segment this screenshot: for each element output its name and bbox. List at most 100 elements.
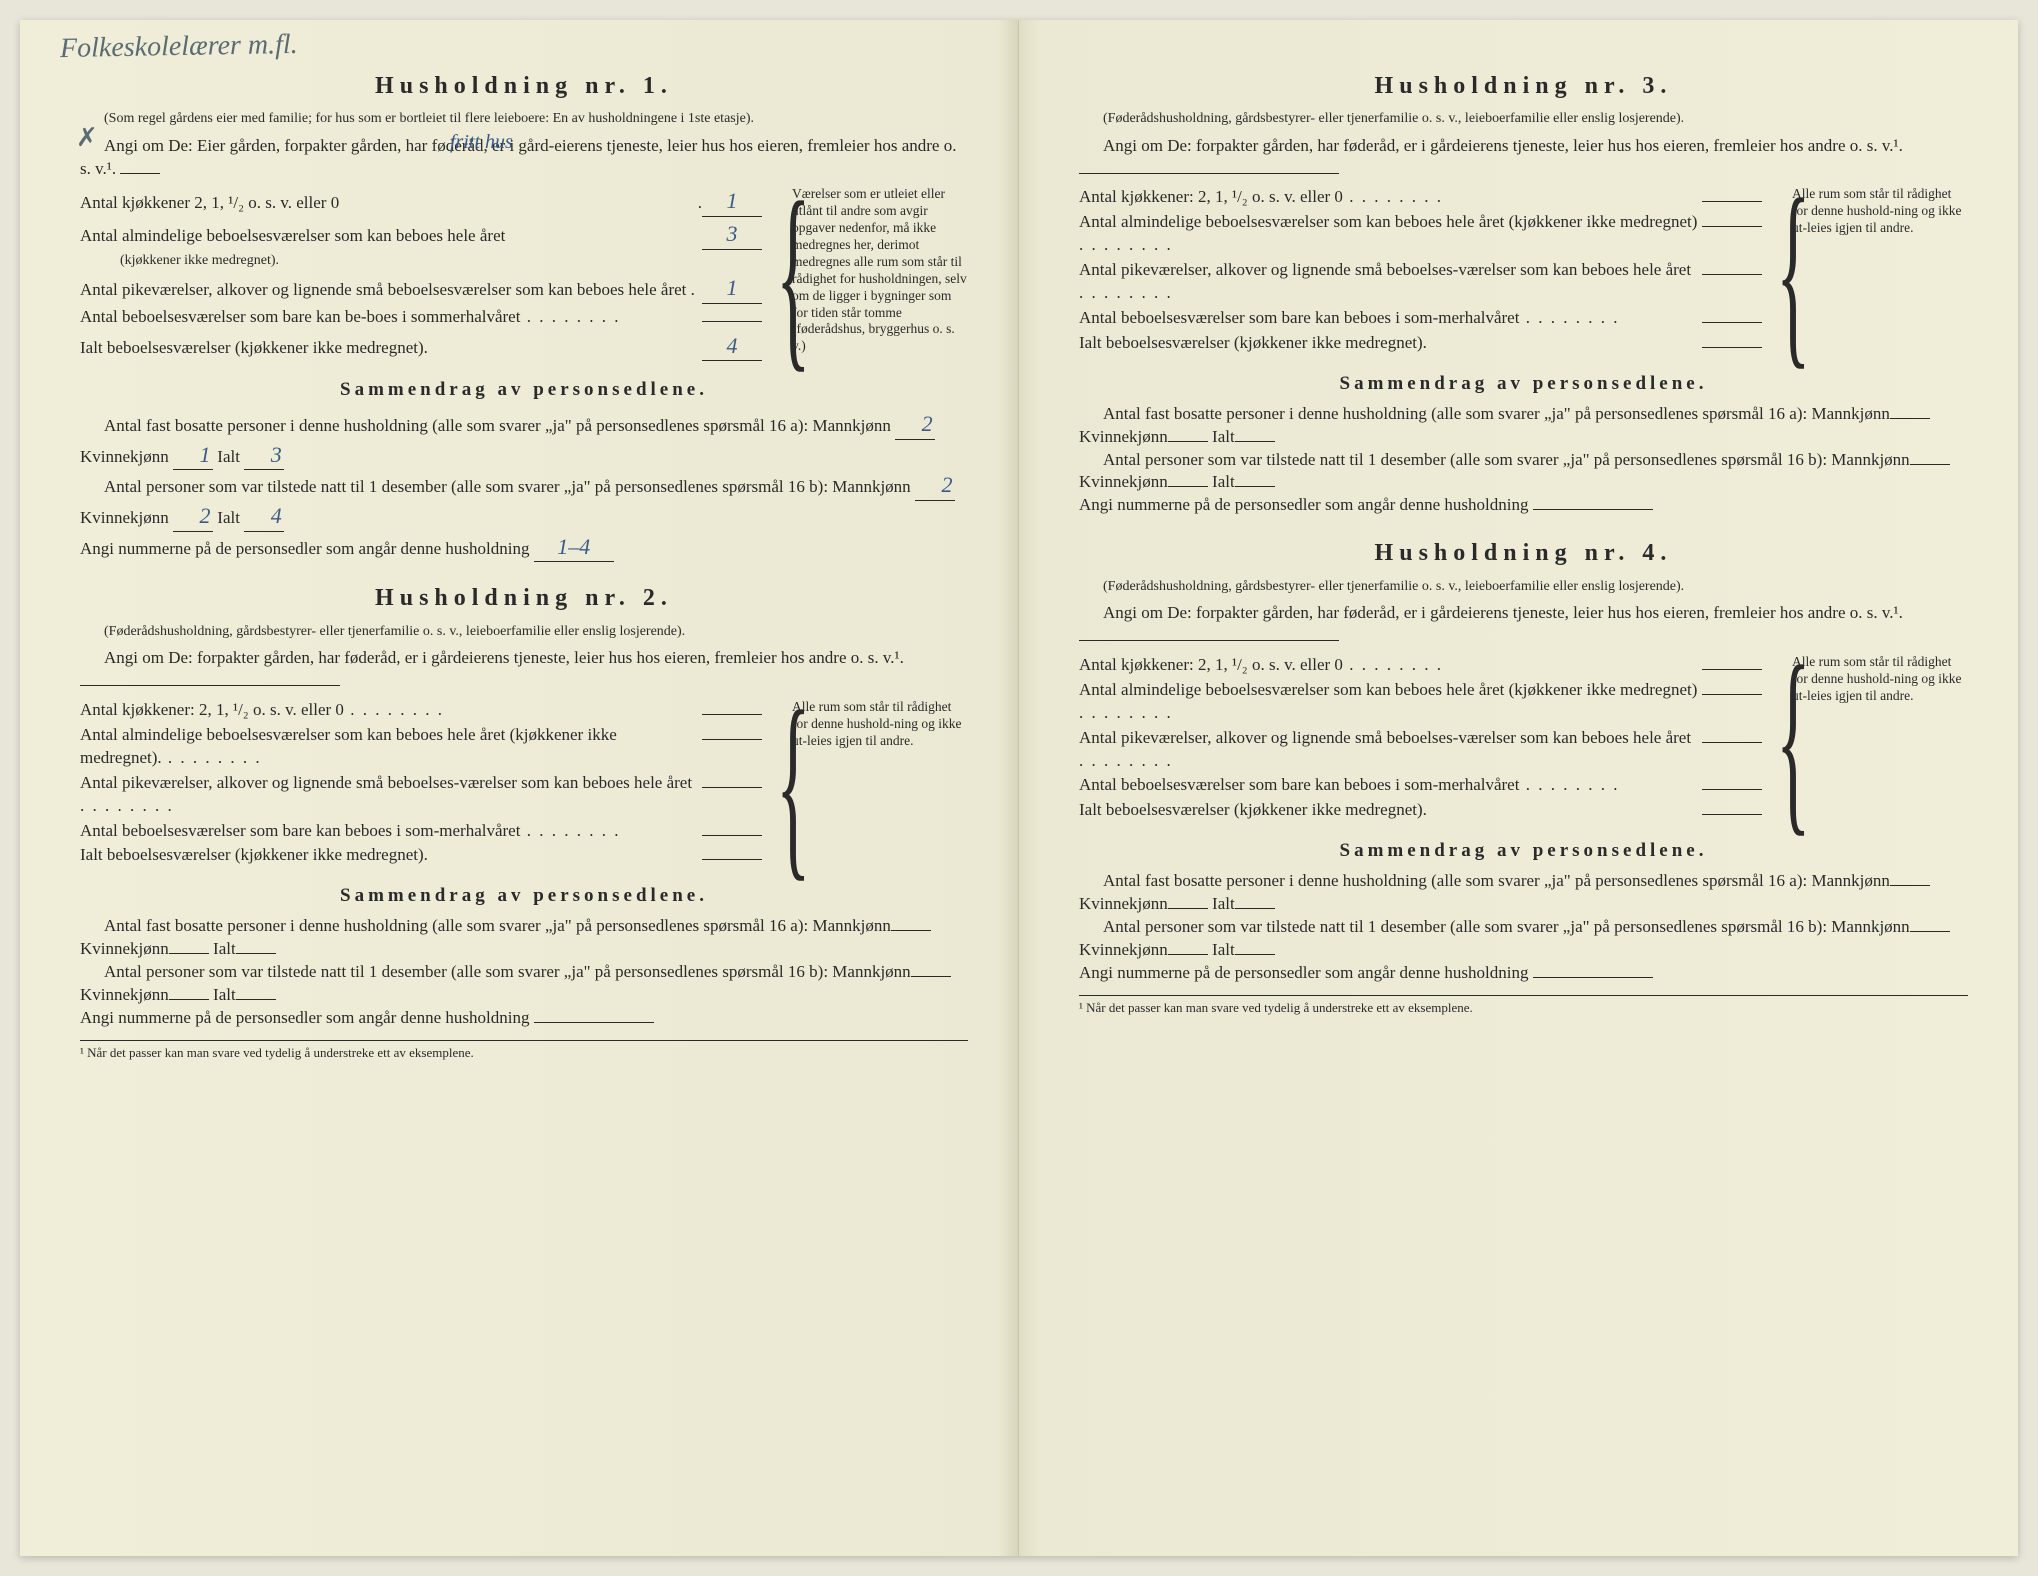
h3-subtitle: (Føderådshusholdning, gårdsbestyrer- ell…: [1079, 110, 1968, 128]
h4-side-note: Alle rum som står til rådighet for denne…: [1778, 654, 1968, 825]
h3-mann-label2: Mannkjønn: [1831, 450, 1909, 469]
h2-kvinne-label2: Kvinnekjønn: [80, 985, 169, 1004]
h4-summer-val: [1702, 789, 1762, 790]
h4-ialt-val2: [1235, 954, 1275, 955]
h3-ialt-label: Ialt: [1212, 427, 1235, 446]
brace-icon: [1776, 654, 1790, 825]
h2-ialt-val: [236, 953, 276, 954]
h3-living-label: Antal almindelige beboelsesværelser som …: [1079, 211, 1702, 257]
h3-ialt-label2: Ialt: [1212, 472, 1235, 491]
h4-title: Husholdning nr. 4.: [1079, 537, 1968, 569]
h3-kvinne-val: [1168, 441, 1208, 442]
h3-kvinne-label2: Kvinnekjønn: [1079, 472, 1168, 491]
h2-title: Husholdning nr. 2.: [80, 582, 968, 614]
h2-kvinne-label: Kvinnekjønn: [80, 939, 169, 958]
h1-tilstede-text: Antal personer som var tilstede natt til…: [104, 477, 828, 496]
h4-small-label: Antal pikeværelser, alkover og lignende …: [1079, 727, 1702, 773]
h3-summary-title: Sammendrag av personsedlene.: [1079, 371, 1968, 397]
h1-kitchen-val: 1: [702, 186, 762, 217]
h3-small-label: Antal pikeværelser, alkover og lignende …: [1079, 259, 1702, 305]
h3-summer-label: Antal beboelsesværelser som bare kan beb…: [1079, 307, 1702, 330]
document-spread: Folkeskolelærer m.fl. ✗ Husholdning nr. …: [20, 20, 2018, 1556]
h2-kvinne-val2: [169, 999, 209, 1000]
h4-total-label: Ialt beboelsesværelser (kjøkkener ikke m…: [1079, 799, 1702, 822]
h4-side-text: Alle rum som står til rådighet for denne…: [1792, 654, 1961, 703]
h1-mann-val: 2: [895, 409, 935, 440]
h1-small-val: 1: [702, 273, 762, 304]
h4-summer-label: Antal beboelsesværelser som bare kan beb…: [1079, 774, 1702, 797]
h4-tilstede-text: Antal personer som var tilstede natt til…: [1103, 917, 1827, 936]
h4-columns: Antal kjøkkener: 2, 1, ¹/₂ o. s. v. elle…: [1079, 654, 1968, 825]
h2-summer-val: [702, 835, 762, 836]
h2-intro-text: Angi om De: forpakter gården, har føderå…: [104, 648, 904, 667]
h1-ialt-val: 3: [244, 440, 284, 471]
h1-ialt-val2: 4: [244, 501, 284, 532]
h4-total-val: [1702, 814, 1762, 815]
h2-total-val: [702, 859, 762, 860]
h1-mann-label: Mannkjønn: [812, 416, 890, 435]
h1-fast-text: Antal fast bosatte personer i denne hush…: [104, 416, 808, 435]
h2-kvinne-val: [169, 953, 209, 954]
h3-main-col: Antal kjøkkener: 2, 1, ¹/₂ o. s. v. elle…: [1079, 186, 1762, 357]
h1-numbers-label: Angi nummerne på de personsedler som ang…: [80, 539, 529, 558]
h4-intro: Angi om De: forpakter gården, har føderå…: [1079, 602, 1968, 648]
h2-living-label: Antal almindelige beboelsesværelser som …: [80, 724, 702, 770]
h2-subtitle: (Føderådshusholdning, gårdsbestyrer- ell…: [80, 623, 968, 641]
handwritten-header: Folkeskolelærer m.fl.: [60, 26, 298, 68]
h1-kvinne-val2: 2: [173, 501, 213, 532]
h4-numbers-line: Angi nummerne på de personsedler som ang…: [1079, 962, 1968, 985]
h2-mann-val: [891, 930, 931, 931]
h4-kvinne-label2: Kvinnekjønn: [1079, 940, 1168, 959]
h2-small-label: Antal pikeværelser, alkover og lignende …: [80, 772, 702, 818]
h3-intro-text: Angi om De: forpakter gården, har føderå…: [1103, 136, 1903, 155]
h1-ialt-label: Ialt: [217, 447, 240, 466]
h4-mann-val2: [1910, 931, 1950, 932]
h4-intro-blank: [1079, 640, 1339, 641]
h3-kvinne-val2: [1168, 486, 1208, 487]
h3-kitchen-label: Antal kjøkkener: 2, 1, ¹/₂ o. s. v. elle…: [1079, 186, 1702, 209]
h2-intro: Angi om De: forpakter gården, har føderå…: [80, 647, 968, 693]
h4-kvinne-val2: [1168, 954, 1208, 955]
h2-tilstede-text: Antal personer som var tilstede natt til…: [104, 962, 828, 981]
h4-main-col: Antal kjøkkener: 2, 1, ¹/₂ o. s. v. elle…: [1079, 654, 1762, 825]
h4-living-val: [1702, 694, 1762, 695]
h4-kitchen-label: Antal kjøkkener: 2, 1, ¹/₂ o. s. v. elle…: [1079, 654, 1702, 677]
h3-numbers-line: Angi nummerne på de personsedler som ang…: [1079, 494, 1968, 517]
h1-tilstede-intro: Antal personer som var tilstede natt til…: [80, 470, 968, 531]
h2-summer-label: Antal beboelsesværelser som bare kan beb…: [80, 820, 702, 843]
h2-small-val: [702, 787, 762, 788]
h1-summary-title: Sammendrag av personsedlene.: [80, 377, 968, 403]
h4-numbers-val: [1533, 977, 1653, 978]
h4-ialt-label2: Ialt: [1212, 940, 1235, 959]
h1-intro-blank: [120, 173, 160, 174]
h2-numbers-line: Angi nummerne på de personsedler som ang…: [80, 1007, 968, 1030]
right-footnote: ¹ Når det passer kan man svare ved tydel…: [1079, 995, 1968, 1017]
brace-icon: [776, 186, 790, 363]
h3-kitchen-val: [1702, 201, 1762, 202]
h1-mann-val2: 2: [915, 470, 955, 501]
h4-mann-label2: Mannkjønn: [1831, 917, 1909, 936]
h3-intro-blank: [1079, 173, 1339, 174]
h3-summer-val: [1702, 322, 1762, 323]
h3-ialt-val2: [1235, 486, 1275, 487]
h3-mann-val2: [1910, 464, 1950, 465]
h2-side-note: Alle rum som står til rådighet for denne…: [778, 699, 968, 870]
h1-intro: Angi om De: Eier gården, forpakter gårde…: [80, 135, 968, 181]
h2-mann-val2: [911, 976, 951, 977]
h4-living-label: Antal almindelige beboelsesværelser som …: [1079, 679, 1702, 725]
h2-summary-title: Sammendrag av personsedlene.: [80, 883, 968, 909]
hand-annotation-fritt: fritt hus: [450, 129, 513, 156]
h1-numbers-line: Angi nummerne på de personsedler som ang…: [80, 532, 968, 563]
h2-kitchen-label: Antal kjøkkener: 2, 1, ¹/₂ o. s. v. elle…: [80, 699, 702, 722]
h1-side-text: Værelser som er utleiet eller utlånt til…: [792, 186, 967, 353]
h2-columns: Antal kjøkkener: 2, 1, ¹/₂ o. s. v. elle…: [80, 699, 968, 870]
h3-numbers-val: [1533, 509, 1653, 510]
h2-intro-blank: [80, 685, 340, 686]
h1-living-val: 3: [702, 219, 762, 250]
h1-summer-val: [702, 321, 762, 322]
h3-fast-text: Antal fast bosatte personer i denne hush…: [1103, 404, 1807, 423]
h4-kitchen-val: [1702, 669, 1762, 670]
h2-numbers-val: [534, 1022, 654, 1023]
h4-intro-text: Angi om De: forpakter gården, har føderå…: [1103, 603, 1903, 622]
h1-summer-label: Antal beboelsesværelser som bare kan be-…: [80, 306, 702, 329]
